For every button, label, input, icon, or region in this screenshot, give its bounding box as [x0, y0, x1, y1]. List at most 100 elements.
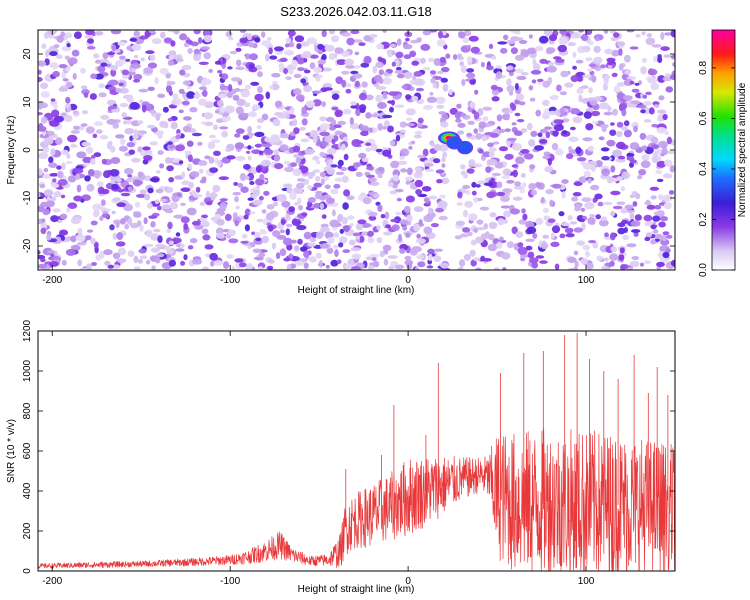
spectrogram-noise-cell — [514, 181, 522, 187]
spectrogram-noise-cell — [621, 171, 631, 180]
spectrogram-noise-cell — [555, 149, 564, 156]
snr-panel: -200 -100 0 100 0 200 400 600 800 1000 1200 Heigh… — [6, 319, 676, 595]
spectrogram-noise-cell — [485, 166, 492, 174]
spectrogram-noise-cell — [245, 175, 250, 180]
spectrogram-noise-cell — [292, 118, 298, 126]
spectrogram-noise-cell — [154, 256, 161, 264]
spectrogram-noise-cell — [309, 129, 319, 138]
x-tick-label: -100 — [220, 275, 240, 286]
spectrogram-noise-cell — [413, 223, 421, 232]
spectrogram-noise-cell — [40, 82, 49, 89]
spectrogram-noise-cell — [239, 30, 247, 33]
spectrogram-noise-cell — [657, 75, 666, 83]
spectrogram-noise-cell — [491, 55, 497, 60]
spectrogram-noise-cell — [359, 92, 367, 101]
spectrogram-noise-cell — [497, 218, 505, 226]
spectrogram-noise-cell — [352, 232, 361, 237]
spectrogram-noise-cell — [630, 100, 641, 105]
spectrogram-noise-cell — [53, 44, 60, 48]
spectrogram-noise-cell — [271, 72, 281, 78]
spectrogram-noise-cell — [465, 189, 471, 195]
spectrogram-noise-cell — [490, 84, 498, 91]
spectrogram-noise-cell — [141, 104, 147, 113]
spectrogram-noise-cell — [395, 66, 402, 71]
spectrogram-noise-cell — [613, 32, 620, 38]
spectrogram-noise-cell — [333, 244, 339, 249]
spectrogram-noise-cell — [399, 248, 406, 254]
spectrogram-noise-cell — [515, 93, 525, 101]
spectrogram-noise-cell — [220, 106, 225, 113]
spectrogram-noise-cell — [660, 32, 665, 40]
spectrogram-noise-cell — [531, 79, 537, 84]
spectrogram-noise-cell — [49, 120, 60, 127]
y-tick-label: 400 — [22, 482, 33, 499]
spectrogram-noise-cell — [346, 195, 355, 201]
spectrogram-noise-cell — [548, 110, 557, 115]
spectrogram-noise-cell — [112, 252, 121, 259]
spectrogram-noise-cell — [174, 144, 186, 152]
spectrogram-noise-cell — [129, 222, 140, 229]
spectrogram-y-label: Frequency (Hz) — [6, 116, 17, 185]
spectrogram-noise-cell — [289, 106, 295, 114]
spectrogram-noise-cell — [594, 193, 603, 200]
spectrogram-noise-cell — [85, 30, 95, 36]
spectrogram-noise-cell — [539, 260, 548, 264]
spectrogram-noise-cell — [404, 123, 416, 127]
spectrogram-noise-cell — [360, 62, 370, 68]
spectrogram-noise-cell — [40, 258, 46, 263]
spectrogram-noise-cell — [273, 149, 280, 155]
spectrogram-noise-cell — [223, 261, 230, 269]
spectrogram-noise-cell — [190, 41, 199, 47]
spectrogram-noise-cell — [292, 145, 301, 153]
spectrogram-noise-cell — [669, 74, 675, 81]
spectrogram-noise-cell — [86, 229, 94, 233]
spectrogram-noise-cell — [267, 37, 272, 41]
spectrogram-noise-cell — [618, 64, 624, 71]
spectrogram-noise-cell — [70, 143, 77, 147]
colorbar-gradient — [712, 30, 735, 270]
spectrogram-noise-cell — [317, 43, 324, 50]
spectrogram-noise-cell — [564, 82, 574, 88]
spectrogram-noise-cell — [631, 229, 641, 233]
spectrogram-noise-cell — [312, 136, 318, 144]
spectrogram-noise-cell — [575, 59, 584, 64]
spectrogram-noise-cell — [416, 154, 426, 159]
spectrogram-noise-cell — [399, 148, 410, 157]
spectrogram-noise-cell — [634, 82, 640, 86]
spectrogram-peaks — [438, 131, 474, 155]
spectrogram-noise-cell — [198, 98, 207, 106]
spectrogram-noise-cell — [482, 116, 489, 122]
spectrogram-noise-cell — [72, 73, 77, 80]
spectrogram-noise-cell — [506, 179, 515, 184]
spectrogram-noise-cell — [587, 145, 595, 152]
spectrogram-noise-cell — [287, 30, 296, 37]
spectrogram-noise-cell — [476, 219, 484, 225]
spectrogram-noise-cell — [484, 132, 495, 136]
spectrogram-noise-cell — [459, 266, 464, 270]
spectrogram-noise-cell — [258, 195, 264, 201]
spectrogram-noise-cell — [110, 30, 122, 35]
spectrogram-noise-cell — [185, 39, 192, 44]
spectrogram-noise-cell — [542, 207, 550, 214]
spectrogram-noise-cell — [101, 158, 107, 165]
spectrogram-noise-cell — [221, 130, 229, 138]
spectrogram-noise-cell — [651, 123, 658, 128]
spectrogram-noise-cell — [593, 96, 603, 101]
spectrogram-noise-cell — [203, 34, 212, 43]
spectrogram-noise-cell — [169, 144, 176, 149]
spectrogram-noise-cell — [330, 188, 339, 195]
spectrogram-noise-cell — [259, 229, 266, 235]
spectrogram-noise-cell — [417, 117, 424, 124]
spectrogram-noise-cell — [531, 261, 538, 269]
spectrogram-noise-cell — [427, 253, 433, 261]
spectrogram-noise-cell — [591, 75, 597, 83]
spectrogram-noise-cell — [658, 221, 666, 228]
spectrogram-noise-cell — [650, 195, 657, 200]
spectrogram-noise-cell — [157, 150, 164, 155]
spectrogram-noise-cell — [62, 78, 69, 82]
spectrogram-noise-cell — [572, 116, 583, 124]
spectrogram-noise-cell — [573, 227, 583, 233]
spectrogram-noise-cell — [610, 165, 616, 173]
spectrogram-noise-cell — [276, 194, 287, 202]
spectrogram-noise-cell — [113, 197, 121, 202]
